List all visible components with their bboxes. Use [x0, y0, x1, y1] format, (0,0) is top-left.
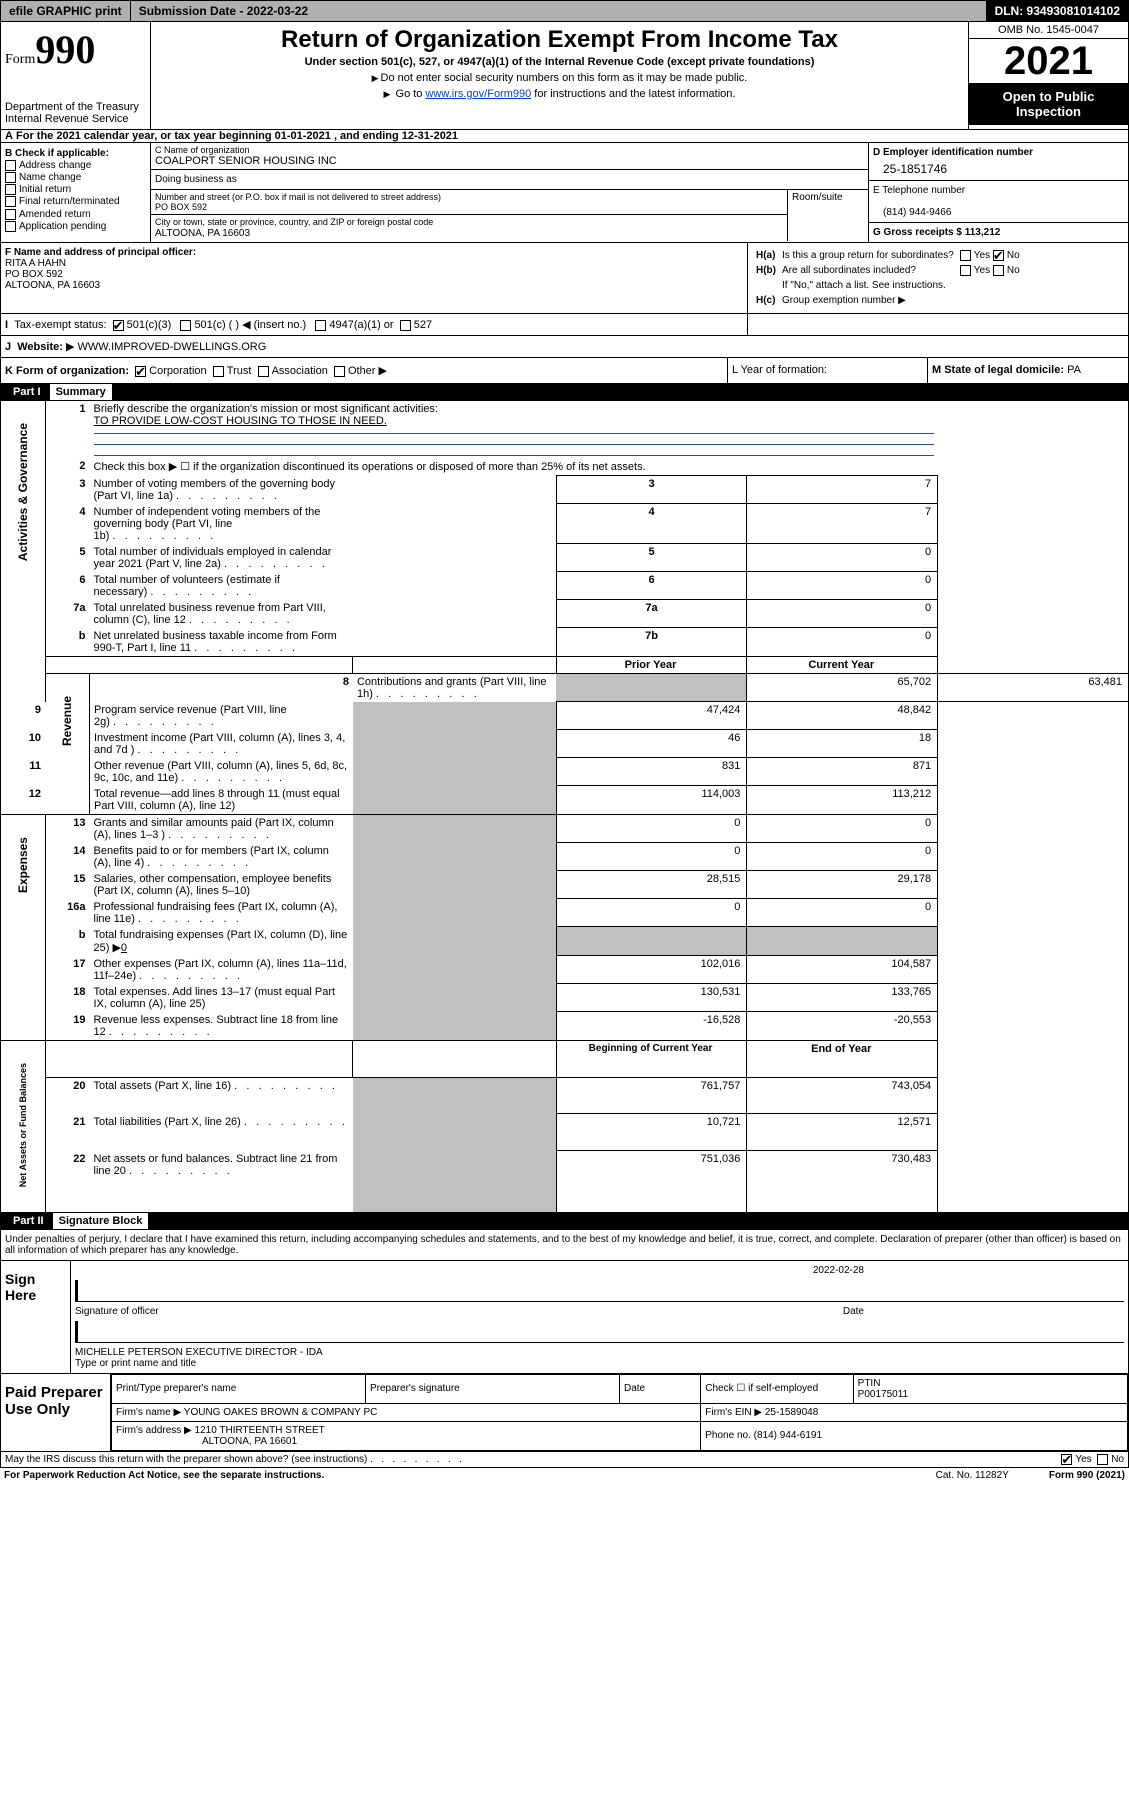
- cb-amended[interactable]: [5, 209, 16, 220]
- website-row: J Website: ▶ WWW.IMPROVED-DWELLINGS.ORG: [0, 336, 1129, 358]
- mission: TO PROVIDE LOW-COST HOUSING TO THOSE IN …: [94, 415, 387, 427]
- summary-table: Activities & Governance 1 Briefly descri…: [0, 401, 1129, 1213]
- phone-cell: E Telephone number (814) 944-9466: [869, 181, 1128, 223]
- cb-ha-yes[interactable]: [960, 250, 971, 261]
- cb-trust[interactable]: [213, 366, 224, 377]
- org-name-cell: C Name of organization COALPORT SENIOR H…: [151, 143, 868, 170]
- p8: 65,702: [747, 673, 938, 702]
- side-expenses: Expenses: [16, 817, 30, 913]
- ein: 25-1851746: [883, 162, 1124, 176]
- cb-assoc[interactable]: [258, 366, 269, 377]
- cb-ha-no[interactable]: [993, 250, 1004, 261]
- discuss-row: May the IRS discuss this return with the…: [0, 1452, 1129, 1468]
- omb-number: OMB No. 1545-0047: [969, 22, 1128, 39]
- irs-link[interactable]: www.irs.gov/Form990: [425, 88, 531, 100]
- street: PO BOX 592: [155, 202, 207, 212]
- tax-year: 2021: [969, 39, 1128, 83]
- cb-discuss-yes[interactable]: [1061, 1454, 1072, 1465]
- officer-name: MICHELLE PETERSON EXECUTIVE DIRECTOR - I…: [75, 1347, 1124, 1358]
- cb-501c[interactable]: [180, 320, 191, 331]
- cb-other[interactable]: [334, 366, 345, 377]
- dba-cell: Doing business as: [151, 170, 868, 190]
- cb-527[interactable]: [400, 320, 411, 331]
- city-cell: City or town, state or province, country…: [151, 215, 787, 241]
- signature-line[interactable]: [75, 1280, 1124, 1302]
- status-row: I Tax-exempt status: 501(c)(3) 501(c) ( …: [0, 314, 1129, 336]
- v3: 7: [747, 476, 938, 504]
- cb-final[interactable]: [5, 196, 16, 207]
- group-return: H(a)Is this a group return for subordina…: [748, 243, 1128, 313]
- firm-phone: (814) 944-6191: [754, 1430, 822, 1441]
- form-number: Form990: [5, 26, 146, 73]
- cb-501c3[interactable]: [113, 320, 124, 331]
- check-applicable: B Check if applicable: Address change Na…: [1, 143, 151, 242]
- topbar: efile GRAPHIC print Submission Date - 20…: [0, 0, 1129, 22]
- gross-receipts: G Gross receipts $ 113,212: [869, 223, 1128, 242]
- officer-group-row: F Name and address of principal officer:…: [0, 243, 1129, 314]
- form-title: Return of Organization Exempt From Incom…: [155, 26, 964, 54]
- v7a: 0: [747, 600, 938, 628]
- efile-label: efile GRAPHIC print: [1, 1, 131, 21]
- declaration: Under penalties of perjury, I declare th…: [0, 1230, 1129, 1261]
- v5: 0: [747, 544, 938, 572]
- cb-hb-no[interactable]: [993, 265, 1004, 276]
- part-i-header: Part I Summary: [0, 384, 1129, 401]
- form-subtitle: Under section 501(c), 527, or 4947(a)(1)…: [155, 56, 964, 68]
- website: WWW.IMPROVED-DWELLINGS.ORG: [77, 341, 266, 353]
- v7b: 0: [747, 628, 938, 657]
- cb-hb-yes[interactable]: [960, 265, 971, 276]
- entity-info-grid: B Check if applicable: Address change Na…: [0, 143, 1129, 243]
- cb-4947[interactable]: [315, 320, 326, 331]
- dept-treasury: Department of the Treasury: [5, 101, 146, 113]
- sign-here: Sign Here 2022-02-28 Signature of office…: [0, 1261, 1129, 1374]
- dln: DLN: 93493081014102: [987, 1, 1128, 21]
- cb-name[interactable]: [5, 172, 16, 183]
- phone: (814) 944-9466: [883, 207, 951, 218]
- ssn-note: Do not enter social security numbers on …: [155, 72, 964, 84]
- name-line[interactable]: [75, 1321, 1124, 1343]
- v4: 7: [747, 504, 938, 544]
- principal-officer: F Name and address of principal officer:…: [1, 243, 748, 313]
- cb-discuss-no[interactable]: [1097, 1454, 1108, 1465]
- room-suite: Room/suite: [788, 190, 868, 241]
- org-name: COALPORT SENIOR HOUSING INC: [155, 155, 337, 167]
- state-domicile: M State of legal domicile: PA: [928, 358, 1128, 383]
- sign-date: 2022-02-28: [75, 1265, 1124, 1276]
- irs-label: Internal Revenue Service: [5, 113, 146, 125]
- ptin: P00175011: [858, 1389, 908, 1400]
- goto-note: Go to www.irs.gov/Form990 for instructio…: [155, 88, 964, 100]
- street-cell: Number and street (or P.O. box if mail i…: [151, 190, 787, 215]
- city: ALTOONA, PA 16603: [155, 228, 250, 239]
- cb-pending[interactable]: [5, 221, 16, 232]
- open-public: Open to Public Inspection: [969, 83, 1128, 125]
- c8: 63,481: [938, 673, 1129, 702]
- firm-name: YOUNG OAKES BROWN & COMPANY PC: [184, 1407, 378, 1418]
- org-form-row: K Form of organization: Corporation Trus…: [0, 358, 1129, 384]
- side-revenue: Revenue: [60, 676, 74, 766]
- ein-cell: D Employer identification number 25-1851…: [869, 143, 1128, 181]
- cb-address[interactable]: [5, 160, 16, 171]
- side-activities: Activities & Governance: [16, 403, 30, 581]
- submission-date: Submission Date - 2022-03-22: [131, 1, 987, 21]
- cb-corp[interactable]: [135, 366, 146, 377]
- part-ii-header: Part II Signature Block: [0, 1213, 1129, 1230]
- tax-year-row: A For the 2021 calendar year, or tax yea…: [0, 130, 1129, 143]
- year-formation: L Year of formation:: [728, 358, 928, 383]
- firm-ein: 25-1589048: [765, 1407, 818, 1418]
- form-header: Form990 Department of the Treasury Inter…: [0, 22, 1129, 130]
- side-net: Net Assets or Fund Balances: [18, 1043, 28, 1207]
- paid-preparer: Paid Preparer Use Only Print/Type prepar…: [0, 1374, 1129, 1452]
- cb-initial[interactable]: [5, 184, 16, 195]
- footer-line: For Paperwork Reduction Act Notice, see …: [0, 1468, 1129, 1483]
- v6: 0: [747, 572, 938, 600]
